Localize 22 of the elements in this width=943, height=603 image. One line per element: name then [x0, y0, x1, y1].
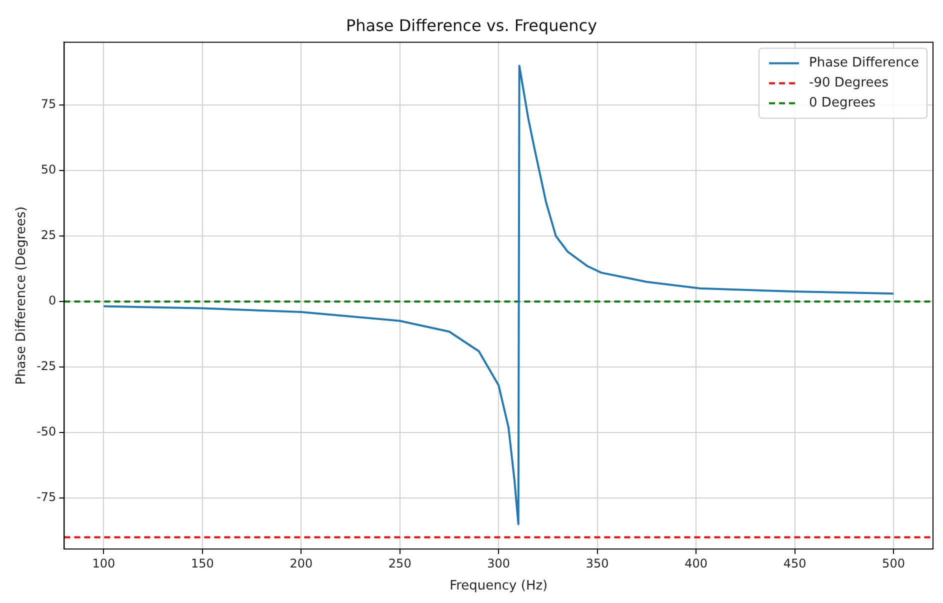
x-tick-label: 250	[388, 556, 412, 570]
y-axis-title: Phase Difference (Degrees)	[14, 206, 30, 385]
y-tick-label: 0	[48, 294, 56, 308]
y-tick-label: -25	[36, 359, 56, 374]
x-axis-title: Frequency (Hz)	[450, 578, 548, 594]
y-tick-label: 50	[40, 162, 56, 177]
x-tick-label: 150	[190, 556, 214, 570]
x-tick-label: 500	[882, 556, 905, 570]
y-tick-label: 25	[40, 228, 56, 242]
y-tick-label: 75	[40, 97, 56, 112]
x-tick-label: 100	[92, 556, 116, 570]
x-tick-label: 300	[487, 556, 510, 570]
x-tick-label: 450	[783, 556, 806, 570]
legend-label: 0 Degrees	[809, 96, 876, 111]
x-tick-label: 200	[290, 556, 313, 570]
x-tick-label: 350	[586, 556, 609, 570]
chart-title: Phase Difference vs. Frequency	[346, 16, 598, 35]
y-tick-label: -50	[36, 424, 56, 439]
y-tick-label: -75	[36, 490, 56, 504]
legend-label: Phase Difference	[809, 56, 919, 71]
x-tick-label: 400	[684, 556, 708, 570]
legend-label: -90 Degrees	[809, 76, 889, 91]
